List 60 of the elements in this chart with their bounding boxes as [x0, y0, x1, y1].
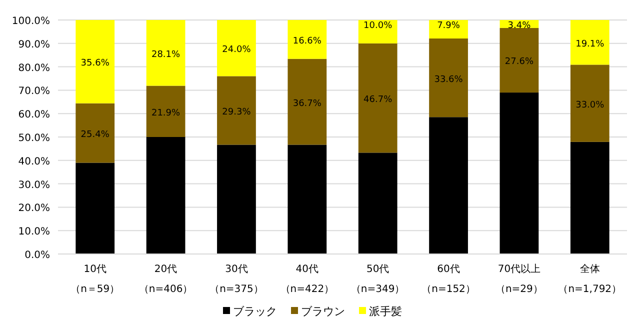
y-tick-label: 20.0% — [18, 203, 50, 214]
y-tick-label: 0.0% — [24, 250, 50, 261]
bar — [358, 43, 398, 153]
x-tick-label: 10代（n＝59） — [70, 264, 120, 295]
bar — [217, 20, 256, 76]
data-label: 35.6% — [80, 58, 110, 69]
bar — [570, 20, 610, 65]
x-tick-label: 30代（n=375） — [210, 264, 264, 295]
bar — [217, 76, 256, 145]
y-tick-label: 30.0% — [18, 180, 50, 191]
data-label: 33.0% — [576, 100, 605, 110]
data-label: 28.1% — [151, 50, 181, 60]
bar — [76, 162, 115, 254]
legend-label: 派手髪 — [369, 305, 402, 318]
x-tick-label: 60代（n=152） — [422, 264, 476, 295]
bar — [570, 142, 610, 254]
data-label: 24.0% — [222, 45, 252, 56]
y-tick-label: 40.0% — [18, 156, 50, 168]
bar — [358, 152, 398, 254]
bar — [358, 20, 398, 44]
legend-label: ブラック — [233, 305, 277, 318]
bar — [429, 117, 468, 254]
bar — [146, 137, 186, 254]
data-label: 36.7% — [292, 98, 322, 109]
data-label: 10.0% — [364, 21, 393, 31]
bar — [500, 28, 539, 93]
data-label: 33.6% — [434, 74, 464, 85]
legend-label: ブラウン — [301, 305, 345, 318]
data-label: 19.1% — [576, 39, 605, 50]
y-tick-label: 10.0% — [18, 226, 50, 238]
bar — [76, 20, 115, 104]
bar — [429, 38, 468, 118]
bar — [288, 20, 327, 59]
bar — [146, 20, 186, 86]
bar — [570, 64, 610, 142]
bar — [500, 92, 539, 254]
data-label: 25.4% — [80, 130, 110, 140]
data-label: 16.6% — [292, 36, 322, 46]
data-label: 29.3% — [222, 107, 252, 118]
y-tick-label: 100.0% — [12, 16, 50, 27]
bar — [429, 20, 468, 38]
data-label: 7.9% — [437, 21, 460, 31]
bar — [288, 144, 327, 254]
bar — [76, 103, 115, 163]
x-tick-label: 50代（n=349） — [350, 264, 405, 295]
x-tick-label: 20代（n=406） — [138, 264, 193, 295]
data-label: 27.6% — [504, 57, 534, 68]
y-tick-label: 90.0% — [18, 39, 50, 50]
x-tick-label: 40代（n=422） — [280, 264, 334, 295]
bar — [146, 86, 186, 137]
y-tick-label: 60.0% — [18, 110, 50, 121]
y-tick-label: 80.0% — [18, 62, 50, 74]
data-label: 46.7% — [364, 95, 393, 106]
y-tick-label: 70.0% — [18, 86, 50, 98]
x-tick-label: 70代以上（n=29） — [495, 263, 543, 295]
y-tick-label: 50.0% — [18, 133, 50, 144]
bar — [288, 58, 327, 145]
bar — [217, 144, 256, 254]
x-tick-label: 全体（n=1,792） — [558, 263, 622, 295]
data-label: 21.9% — [151, 108, 181, 118]
